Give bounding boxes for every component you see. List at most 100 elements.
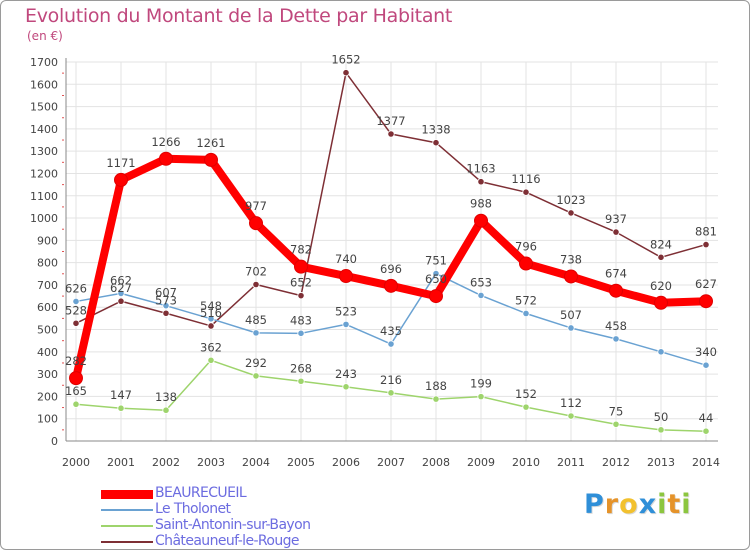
data-point (609, 283, 623, 298)
data-point (72, 297, 80, 306)
data-point (474, 213, 488, 228)
y-tick-label: 200 (37, 390, 58, 403)
data-point (567, 209, 575, 217)
data-label: 702 (245, 264, 267, 278)
data-label: 1116 (511, 172, 540, 186)
x-tick-label: 2005 (287, 456, 315, 469)
x-tick-label: 2010 (512, 456, 540, 469)
chart-series (69, 69, 713, 435)
data-label: 435 (380, 324, 402, 338)
x-tick-label: 2009 (467, 456, 495, 469)
data-point (699, 294, 713, 309)
data-labels: 282 1171 1266 1261 977 782 740 696 650 988 796 738 6… (65, 53, 717, 425)
data-label: 1023 (556, 193, 585, 207)
data-label: 627 (695, 277, 717, 291)
data-point (477, 291, 485, 300)
data-point (342, 69, 350, 77)
data-point (117, 297, 125, 305)
data-point (477, 393, 485, 401)
data-point (204, 152, 218, 167)
logo-letter: i (681, 489, 692, 520)
data-point (522, 403, 530, 411)
data-point (567, 324, 575, 332)
data-label: 292 (245, 356, 267, 370)
data-label: 650 (425, 272, 447, 286)
data-point (162, 309, 170, 317)
data-point (252, 329, 260, 337)
chart-unit: (en €) (27, 29, 63, 43)
data-point (387, 130, 395, 138)
y-tick-label: 0 (51, 435, 58, 448)
data-label: 1338 (421, 123, 450, 137)
x-tick-label: 2004 (242, 456, 270, 469)
x-tick-label: 2012 (602, 456, 630, 469)
data-point (342, 383, 350, 391)
x-tick-label: 2008 (422, 456, 450, 469)
data-point (657, 426, 665, 434)
data-label: 620 (650, 279, 672, 293)
legend-swatch (101, 525, 153, 527)
legend-label: Saint-Antonin-sur-Bayon (155, 517, 311, 533)
data-point (252, 280, 260, 289)
data-label: 1266 (151, 135, 180, 149)
data-point (429, 289, 443, 304)
x-tick-label: 2003 (197, 456, 225, 469)
data-label: 528 (65, 303, 87, 317)
data-label: 652 (290, 276, 312, 290)
logo-letter: i (657, 489, 668, 520)
data-label: 548 (200, 299, 222, 313)
data-label: 243 (335, 367, 357, 381)
y-tick-label: 1500 (30, 101, 58, 114)
data-point (567, 412, 575, 420)
data-label: 268 (290, 361, 312, 375)
data-point (657, 253, 665, 261)
data-point (612, 420, 620, 428)
data-point (207, 356, 215, 364)
data-label: 516 (200, 306, 222, 320)
data-label: 458 (605, 319, 627, 333)
data-label: 362 (200, 340, 222, 354)
data-label: 50 (654, 410, 669, 424)
data-point (69, 371, 83, 386)
data-point (297, 377, 305, 385)
data-label: 607 (155, 286, 177, 300)
y-tick-label: 1300 (30, 145, 58, 158)
data-point (387, 340, 395, 348)
data-point (72, 319, 80, 327)
y-tick-label: 600 (37, 301, 58, 314)
data-point (114, 172, 128, 187)
data-point (117, 289, 125, 298)
data-point (702, 427, 710, 435)
data-point (339, 269, 353, 284)
data-point (612, 335, 620, 343)
data-label: 937 (605, 212, 627, 226)
data-point (162, 406, 170, 414)
data-label: 147 (110, 388, 132, 402)
proxiti-logo: Proxiti (584, 489, 692, 520)
data-label: 1377 (376, 114, 405, 128)
data-point (207, 322, 215, 330)
data-point (387, 389, 395, 397)
data-point (432, 269, 440, 278)
data-point (249, 216, 263, 231)
logo-letter: t (667, 489, 682, 520)
chart-title: Evolution du Montant de la Dette par Hab… (25, 5, 453, 27)
y-tick-label: 900 (37, 234, 58, 247)
data-point (612, 228, 620, 236)
data-label: 282 (65, 354, 87, 368)
data-point (519, 256, 533, 271)
data-label: 674 (605, 267, 627, 281)
x-tick-label: 2002 (152, 456, 180, 469)
logo-letter: P (584, 489, 605, 520)
data-label: 152 (515, 387, 537, 401)
y-tick-label: 400 (37, 346, 58, 359)
data-point (702, 240, 710, 249)
legend-label: BEAURECUEIL (155, 485, 247, 501)
data-point (252, 372, 260, 380)
data-label: 188 (425, 379, 447, 393)
y-tick-label: 500 (37, 324, 58, 337)
data-point (477, 178, 485, 186)
data-point (654, 295, 668, 310)
data-point (522, 188, 530, 196)
data-label: 881 (695, 225, 717, 239)
